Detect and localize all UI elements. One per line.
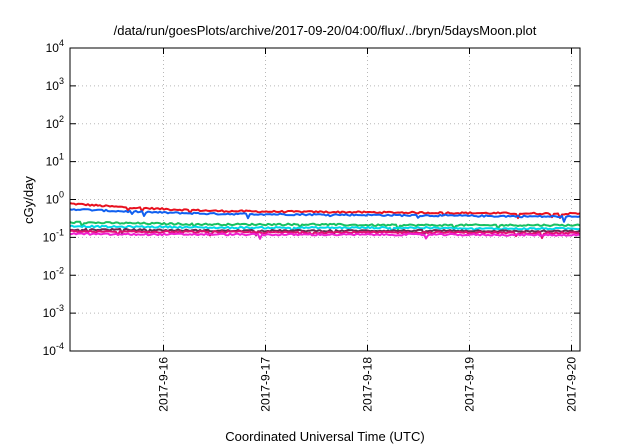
y-tick-label: 10-1	[43, 227, 64, 244]
y-axis-label: cGy/day	[21, 176, 36, 224]
y-tick-label: 101	[46, 152, 64, 169]
series-line-6	[69, 229, 581, 240]
x-tick-label: 2017-9-16	[157, 357, 171, 412]
y-tick-label: 10-4	[43, 341, 64, 358]
series-line-1	[69, 202, 581, 220]
x-tick-label: 2017-9-19	[463, 357, 477, 412]
y-tick-label: 100	[46, 190, 64, 207]
y-tick-label: 10-2	[43, 265, 64, 282]
y-tick-label: 102	[46, 114, 64, 131]
series-line-2	[69, 208, 581, 223]
x-tick-label: 2017-9-17	[259, 357, 273, 412]
y-tick-label: 103	[46, 76, 64, 93]
grid	[70, 48, 580, 351]
series-line-3	[69, 220, 581, 231]
series-line-4	[69, 224, 581, 233]
x-axis-label: Coordinated Universal Time (UTC)	[225, 429, 424, 444]
x-tick-label: 2017-9-20	[565, 357, 579, 412]
axes: 104 103 102 101 100 10-1 10-2 10-3 10-4 2017-9-16…	[43, 38, 580, 412]
chart-title: /data/run/goesPlots/archive/2017-09-20/0…	[114, 23, 537, 38]
y-tick-label: 104	[46, 38, 64, 55]
x-tick-label: 2017-9-18	[361, 357, 375, 412]
series-line-7	[69, 232, 581, 240]
series-line-5	[69, 227, 581, 237]
series-lines	[69, 202, 581, 240]
y-tick-label: 10-3	[43, 303, 64, 320]
